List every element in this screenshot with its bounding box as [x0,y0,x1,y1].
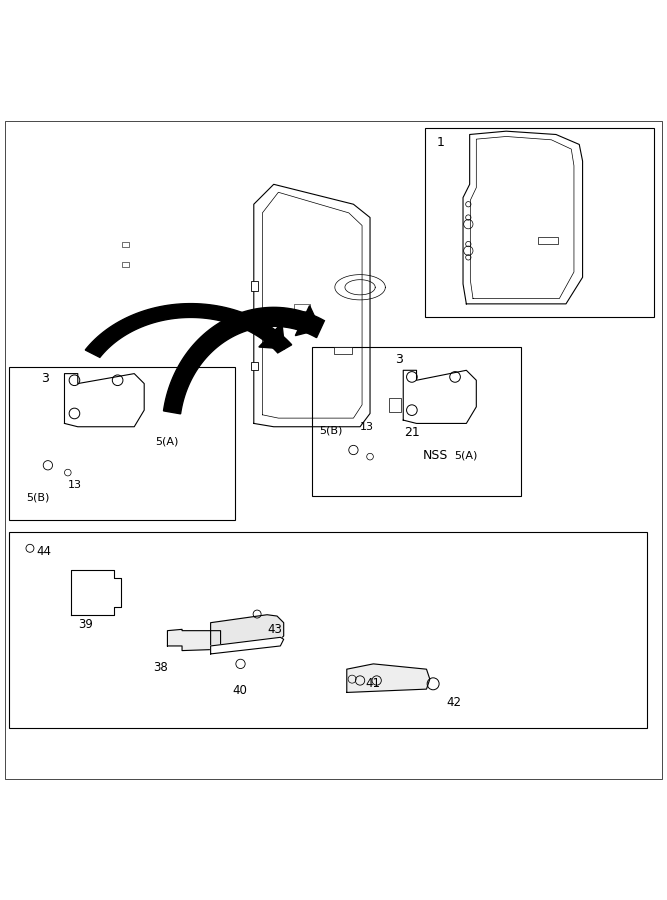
Text: 42: 42 [446,696,462,709]
Polygon shape [259,323,285,349]
Polygon shape [85,303,291,357]
Text: NSS: NSS [423,449,448,462]
Text: 13: 13 [360,422,374,432]
Bar [122,242,129,248]
Bar [425,128,654,317]
Text: 21: 21 [405,426,420,438]
Bar [334,347,352,354]
Polygon shape [65,374,144,427]
Text: 43: 43 [267,623,282,635]
Bar [538,238,558,244]
Text: 5(A): 5(A) [155,436,179,446]
Text: 44: 44 [36,545,51,558]
Polygon shape [167,629,221,651]
Text: 39: 39 [78,617,93,631]
Text: 38: 38 [153,662,167,674]
Bar [9,532,647,727]
Text: 3: 3 [41,372,49,385]
Polygon shape [347,664,430,692]
Bar [251,281,257,291]
Text: 40: 40 [233,684,247,697]
Text: 5(B): 5(B) [319,425,342,435]
Bar [251,314,257,324]
Polygon shape [211,615,283,652]
Polygon shape [211,637,283,654]
Text: 1: 1 [436,136,444,149]
Text: 3: 3 [396,353,403,365]
Polygon shape [404,370,476,423]
Polygon shape [295,306,320,336]
Text: 5(B): 5(B) [27,493,50,503]
Bar [251,363,257,370]
Bar [9,367,235,519]
Text: 5(A): 5(A) [454,450,478,460]
Bar [389,398,401,412]
Polygon shape [71,570,121,615]
Polygon shape [163,307,324,414]
Text: 41: 41 [366,678,380,690]
Bar [312,347,522,497]
Bar [293,304,310,310]
Bar [122,262,129,267]
Text: 13: 13 [68,480,82,490]
